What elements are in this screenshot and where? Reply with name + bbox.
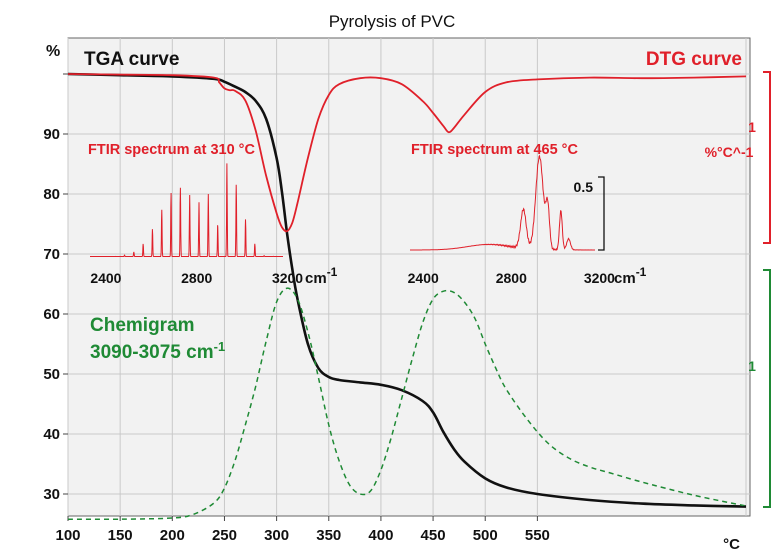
y-axis-label: % bbox=[46, 43, 60, 60]
x-tick-label: 350 bbox=[316, 527, 341, 544]
chemigram-scale-value: 1 bbox=[748, 358, 756, 374]
inset-title: FTIR spectrum at 310 °C bbox=[88, 142, 255, 158]
inset-unit-label: cm-1 bbox=[305, 265, 338, 287]
inset-tick-label: 2400 bbox=[408, 270, 439, 286]
x-tick-label: 150 bbox=[108, 527, 133, 544]
inset-unit-text: cm bbox=[305, 270, 327, 287]
x-tick-label: 200 bbox=[160, 527, 185, 544]
x-tick-label: 550 bbox=[525, 527, 550, 544]
y-tick-label: 70 bbox=[43, 246, 60, 263]
inset-spectrum-1: FTIR spectrum at 310 °C 2400 2800 3200 cm-1 bbox=[88, 142, 338, 287]
inset-tick-label: 3200 bbox=[584, 270, 615, 286]
x-tick-label: 450 bbox=[421, 527, 446, 544]
inset-tick-label: 3200 bbox=[272, 270, 303, 286]
inset-unit-superscript: -1 bbox=[636, 265, 647, 279]
tga-extrapolation bbox=[693, 504, 747, 508]
dtg-scale-value: 1 bbox=[748, 119, 756, 135]
y-tick-label: 80 bbox=[43, 186, 60, 203]
inset-unit-text: cm bbox=[614, 270, 636, 287]
dtg-scale-unit: %°C^-1 bbox=[705, 144, 754, 160]
chemigram-range-label: 3090-3075 cm-1 bbox=[90, 339, 225, 363]
inset-unit-label: cm-1 bbox=[614, 265, 647, 287]
dtg-label: DTG curve bbox=[646, 49, 742, 70]
inset-unit-superscript: -1 bbox=[327, 265, 338, 279]
chemigram-range-text: 3090-3075 cm bbox=[90, 342, 214, 363]
y-tick-label: 50 bbox=[43, 366, 60, 383]
x-axis-label: °C bbox=[723, 536, 740, 553]
y-tick-label: 30 bbox=[43, 486, 60, 503]
x-tick-label: 400 bbox=[368, 527, 393, 544]
inset-scale-bar bbox=[598, 176, 605, 251]
x-tick-label: 300 bbox=[264, 527, 289, 544]
inset-spectrum-trace bbox=[410, 154, 595, 251]
inset-tick-label: 2800 bbox=[181, 270, 212, 286]
x-tick-label: 100 bbox=[55, 527, 80, 544]
inset-scale-label: 0.5 bbox=[574, 179, 594, 195]
chemigram-range-superscript: -1 bbox=[214, 339, 226, 354]
tga-label: TGA curve bbox=[84, 49, 179, 70]
inset-tick-label: 2800 bbox=[496, 270, 527, 286]
plot-area bbox=[67, 37, 751, 517]
dtg-curve bbox=[67, 73, 747, 233]
dtg-scale-bracket bbox=[763, 71, 771, 244]
y-tick-label: 40 bbox=[43, 426, 60, 443]
y-tick-label: 90 bbox=[43, 126, 60, 143]
x-tick-label: 250 bbox=[212, 527, 237, 544]
inset-spectrum-2: FTIR spectrum at 465 °C 2400 2800 3200 cm-1 0… bbox=[408, 142, 647, 287]
chart-title: Pyrolysis of PVC bbox=[329, 12, 456, 31]
axes: 100 150 200 250 300 350 400 450 500 550 30 40 50 60 70… bbox=[43, 73, 550, 544]
inset-spectrum-trace bbox=[90, 163, 283, 257]
inset-title: FTIR spectrum at 465 °C bbox=[411, 142, 578, 158]
series-layer bbox=[67, 72, 747, 521]
x-tick-label: 500 bbox=[473, 527, 498, 544]
inset-tick-label: 2400 bbox=[90, 270, 121, 286]
chemigram-label: Chemigram bbox=[90, 315, 195, 336]
tga-curve bbox=[67, 72, 747, 508]
chemigram-scale-bracket bbox=[763, 269, 771, 508]
y-tick-label: 60 bbox=[43, 306, 60, 323]
grid-lines bbox=[67, 38, 750, 516]
